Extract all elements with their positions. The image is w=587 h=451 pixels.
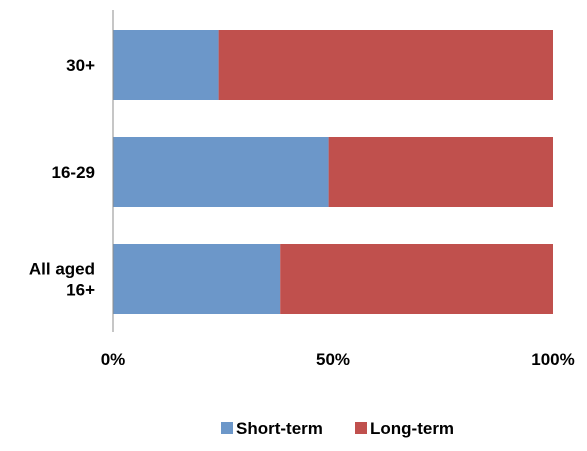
legend-label-1: Long-term (370, 419, 454, 438)
category-label-0: 30+ (66, 56, 95, 75)
category-label-1: 16-29 (52, 163, 95, 182)
x-tick-label-1: 50% (316, 350, 350, 369)
category-label-2: All aged 16+ (29, 260, 95, 300)
x-tick-label-2: 100% (531, 350, 574, 369)
bars-layer (113, 30, 553, 314)
bar-short-term-1 (113, 137, 329, 207)
legend-label-0: Short-term (236, 419, 323, 438)
legend-swatch-1 (355, 422, 367, 434)
bar-short-term-2 (113, 244, 281, 314)
legend-swatch-0 (221, 422, 233, 434)
labels-layer: 30+ 16-29 All aged 16+ 0% 50% 100% (29, 56, 575, 369)
legend: Short-term Long-term (221, 419, 454, 438)
bar-long-term-2 (280, 244, 553, 314)
bar-short-term-0 (113, 30, 219, 100)
bar-long-term-1 (328, 137, 553, 207)
bar-long-term-0 (218, 30, 553, 100)
x-tick-label-0: 0% (101, 350, 126, 369)
